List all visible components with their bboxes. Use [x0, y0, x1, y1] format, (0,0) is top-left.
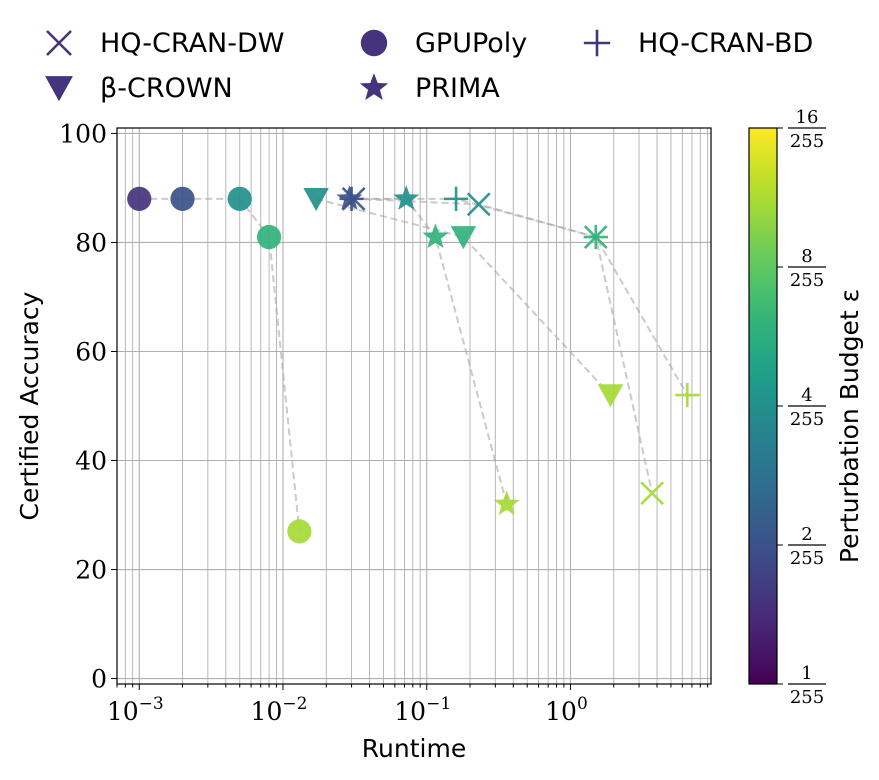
legend-item: PRIMA — [359, 73, 500, 104]
data-point — [256, 224, 282, 250]
colorbar-tick-denominator: 255 — [790, 687, 824, 708]
legend-label: PRIMA — [415, 73, 500, 104]
legend-item: β-CROWN — [45, 73, 233, 104]
colorbar-tick-denominator: 255 — [790, 409, 824, 430]
x-tick-base: 10 — [251, 697, 283, 726]
y-tick-label: 80 — [75, 228, 107, 257]
y-tick-label: 20 — [75, 556, 107, 585]
data-point — [583, 224, 608, 250]
series-connector — [349, 197, 508, 505]
x-tick-exponent: −2 — [282, 694, 307, 714]
colorbar-label: Perturbation Budget ε — [835, 289, 864, 563]
legend-item: GPUPoly — [360, 28, 527, 59]
data-point — [675, 382, 700, 408]
data-point — [170, 186, 195, 211]
data-point — [422, 223, 449, 249]
colorbar-tick-numerator: 2 — [801, 524, 812, 545]
data-point — [466, 192, 491, 217]
x-tick-label: 100 — [545, 694, 588, 726]
series-connector — [315, 197, 612, 396]
x-tick-base: 10 — [394, 697, 426, 726]
legend-label: GPUPoly — [415, 28, 527, 59]
colorbar-tick-numerator: 1 — [801, 663, 812, 684]
legend-label: β-CROWN — [100, 73, 233, 104]
legend-item: HQ-CRAN-DW — [46, 28, 284, 59]
colorbar-tick-denominator: 255 — [790, 548, 824, 569]
colorbar-tick-numerator: 16 — [796, 107, 819, 128]
x-tick-label: 10−1 — [394, 694, 451, 726]
y-axis-label: Certified Accuracy — [15, 291, 44, 520]
series-connector — [353, 197, 654, 494]
colorbar-tick-numerator: 4 — [801, 385, 812, 406]
data-point — [443, 186, 469, 211]
plot-area — [116, 127, 712, 685]
legend-item: HQ-CRAN-BD — [583, 28, 813, 59]
x-axis-label: Runtime — [362, 734, 466, 763]
plot-frame — [116, 127, 712, 685]
colorbar-tick-denominator: 255 — [790, 270, 824, 291]
axes: Runtime Certified Accuracy 0204060801001… — [15, 119, 709, 763]
x-tick-label: 10−2 — [251, 694, 308, 726]
data-point — [336, 185, 363, 210]
legend-marker — [359, 73, 389, 101]
data-point — [393, 185, 420, 210]
legend-marker — [583, 29, 611, 57]
y-tick-label: 40 — [75, 447, 107, 476]
legend-marker — [45, 76, 73, 102]
plot-background — [117, 128, 711, 684]
data-markers — [127, 185, 700, 544]
data-point — [227, 186, 252, 211]
legend-marker — [360, 29, 388, 57]
x-tick-exponent: −1 — [426, 694, 451, 714]
legend: HQ-CRAN-DW GPUPoly HQ-CRAN-BD β-CROWN PRIMA — [45, 28, 813, 104]
y-tick-label: 60 — [75, 337, 107, 366]
data-point — [640, 481, 665, 506]
colorbar: Perturbation Budget ε 125522554255825516… — [748, 107, 864, 708]
x-tick-base: 10 — [545, 697, 577, 726]
series-connector — [351, 197, 689, 396]
data-point — [127, 186, 152, 211]
colorbar-tick-denominator: 255 — [790, 131, 824, 152]
data-point — [303, 188, 329, 211]
legend-marker — [46, 30, 72, 56]
y-tick-label: 100 — [59, 119, 107, 148]
grid — [116, 128, 711, 684]
colorbar-gradient — [748, 127, 778, 685]
x-tick-exponent: −3 — [139, 694, 164, 714]
x-tick-label: 10−3 — [107, 694, 164, 726]
colorbar-tick-numerator: 8 — [801, 246, 812, 267]
y-tick-label: 0 — [91, 665, 107, 694]
data-point — [287, 519, 312, 544]
legend-label: HQ-CRAN-BD — [638, 28, 813, 59]
x-tick-exponent: 0 — [577, 694, 588, 714]
data-point — [493, 490, 520, 516]
data-point — [450, 226, 477, 250]
x-tick-base: 10 — [107, 697, 139, 726]
data-point — [597, 384, 624, 408]
legend-label: HQ-CRAN-DW — [100, 28, 284, 59]
